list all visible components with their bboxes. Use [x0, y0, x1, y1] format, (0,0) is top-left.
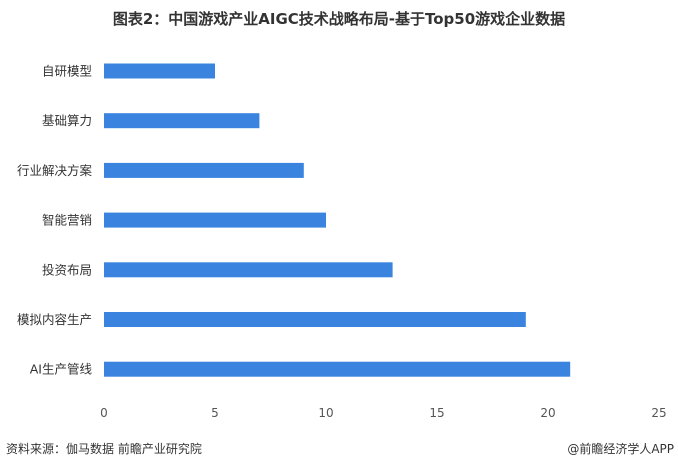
category-label: 行业解决方案: [17, 163, 93, 178]
bar: [104, 312, 526, 327]
category-label: 基础算力: [42, 113, 92, 128]
chart-title: 图表2：中国游戏产业AIGC技术战略布局-基于Top50游戏企业数据: [112, 10, 566, 28]
bar: [104, 361, 571, 377]
category-label: 自研模型: [42, 64, 92, 79]
x-tick-label: 0: [100, 406, 108, 420]
x-tick-label: 15: [429, 406, 444, 420]
bar: [104, 262, 393, 278]
bar: [104, 63, 215, 79]
bar: [104, 212, 326, 228]
category-label: AI生产管线: [30, 362, 93, 377]
category-label: 模拟内容生产: [17, 312, 92, 327]
x-tick-label: 20: [540, 406, 555, 420]
category-label: 智能营销: [42, 213, 92, 228]
x-tick-label: 25: [651, 406, 666, 420]
source-note: 资料来源：伽马数据 前瞻产业研究院: [6, 442, 202, 456]
bar: [104, 162, 304, 178]
category-label: 投资布局: [42, 262, 92, 277]
x-tick-label: 5: [211, 406, 219, 420]
bar: [104, 113, 260, 129]
x-tick-label: 10: [318, 406, 333, 420]
credit-note: @前瞻经济学人APP: [567, 442, 674, 456]
